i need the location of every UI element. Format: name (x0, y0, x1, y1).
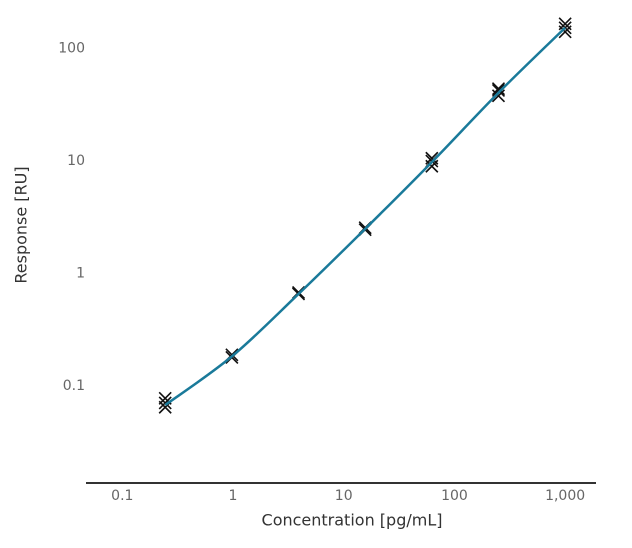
y-tick-label: 100 (58, 41, 85, 57)
x-tick-label: 1 (229, 488, 238, 504)
y-tick-label: 0.1 (63, 378, 85, 394)
y-axis-title: Response [RU] (12, 166, 31, 283)
data-point (158, 396, 172, 410)
x-tick-label: 100 (441, 488, 468, 504)
data-point (425, 159, 439, 173)
data-point (491, 89, 506, 103)
y-tick-label: 1 (76, 266, 85, 282)
data-point (558, 25, 572, 39)
x-tick-label: 10 (335, 488, 353, 504)
fit-curve (164, 26, 567, 407)
x-tick-label: 0.1 (111, 488, 133, 504)
x-axis-title: Concentration [pg/mL] (262, 511, 443, 530)
data-point (491, 83, 506, 98)
y-tick-label: 10 (67, 153, 85, 169)
x-tick-label: 1,000 (545, 488, 585, 504)
